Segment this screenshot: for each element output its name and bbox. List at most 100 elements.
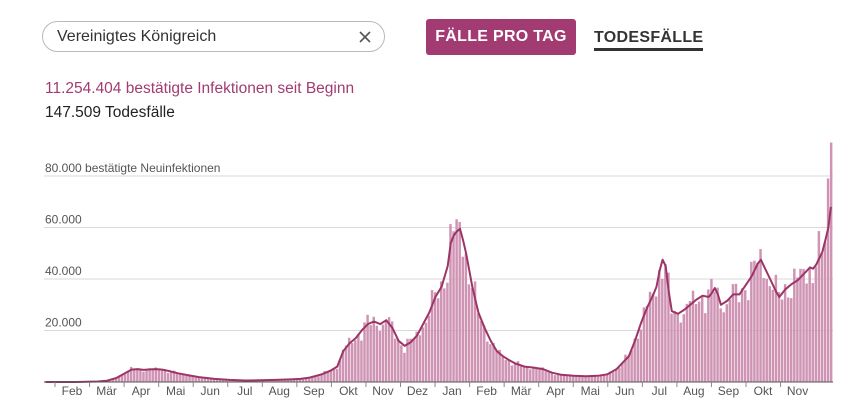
daily-bar — [522, 365, 526, 382]
daily-bar — [467, 284, 471, 382]
daily-bar — [700, 295, 704, 382]
daily-bar — [713, 291, 716, 382]
x-tick-label: Aug — [683, 384, 704, 398]
daily-bar — [670, 313, 673, 382]
daily-bar — [479, 320, 483, 382]
daily-bar — [774, 274, 778, 382]
daily-bar — [814, 266, 818, 382]
daily-bar — [452, 231, 455, 382]
country-search-box[interactable] — [42, 21, 385, 52]
daily-bar — [397, 339, 400, 382]
daily-bar — [369, 325, 372, 382]
daily-bar — [691, 290, 695, 382]
daily-bar — [393, 338, 397, 382]
daily-bar — [123, 374, 127, 382]
country-search-input[interactable] — [57, 22, 357, 51]
daily-bar — [507, 359, 511, 382]
deaths-tab[interactable]: TODESFÄLLE — [594, 29, 704, 51]
daily-bar — [664, 264, 667, 382]
seven-day-average-line — [45, 206, 832, 383]
daily-bar — [215, 378, 219, 382]
daily-bar — [360, 340, 363, 382]
daily-bar — [532, 368, 535, 382]
daily-bar — [185, 376, 188, 382]
daily-bar — [335, 368, 339, 382]
daily-bar — [179, 373, 182, 382]
x-tick-label: Apr — [132, 384, 151, 398]
daily-bar — [169, 371, 173, 382]
daily-bar — [725, 304, 729, 382]
daily-bar — [547, 371, 550, 382]
daily-bar — [197, 376, 200, 382]
daily-bar — [304, 377, 308, 382]
x-tick-label: Apr — [546, 384, 565, 398]
daily-bar — [483, 325, 486, 382]
daily-bar — [630, 350, 633, 382]
x-tick-label: Jan — [442, 384, 461, 398]
daily-bar — [455, 219, 458, 382]
x-tick-label: Dez — [407, 384, 428, 398]
daily-bar — [498, 349, 501, 382]
daily-bar — [151, 368, 154, 382]
daily-bar — [298, 378, 302, 382]
x-tick-label: Mai — [581, 384, 600, 398]
daily-bar — [771, 289, 775, 382]
daily-bar — [412, 338, 415, 382]
daily-bar — [633, 338, 636, 382]
daily-bar — [793, 268, 796, 382]
daily-bar — [654, 296, 658, 382]
daily-bar — [535, 367, 538, 382]
daily-bar — [271, 380, 274, 382]
daily-bar — [529, 369, 532, 382]
daily-bar — [286, 379, 290, 382]
daily-bar — [495, 350, 498, 382]
daily-bar — [347, 337, 351, 382]
daily-bar — [274, 380, 277, 382]
daily-bar — [440, 281, 443, 382]
daily-bar — [421, 327, 425, 382]
daily-bar — [624, 354, 627, 382]
daily-bar — [688, 301, 692, 382]
daily-bar — [817, 231, 821, 382]
daily-bar — [544, 371, 547, 382]
daily-bar — [737, 302, 741, 382]
daily-bar — [433, 292, 437, 382]
daily-bar — [584, 375, 587, 382]
daily-bar — [133, 369, 136, 382]
daily-bar — [372, 316, 375, 382]
daily-bar — [332, 368, 336, 382]
x-tick-label: Feb — [476, 384, 497, 398]
y-tick-label: 20.000 — [45, 316, 82, 330]
daily-bar — [228, 380, 231, 382]
daily-bar — [728, 299, 732, 382]
daily-bar — [590, 375, 593, 382]
daily-bar — [707, 289, 710, 382]
daily-bar — [154, 367, 157, 382]
cases-per-day-tab[interactable]: FÄLLE PRO TAG — [426, 19, 576, 55]
daily-bar — [615, 369, 618, 382]
daily-bar — [516, 361, 520, 382]
daily-bar — [513, 362, 517, 382]
daily-bar — [323, 371, 326, 382]
close-icon[interactable] — [356, 28, 374, 46]
daily-bar — [449, 224, 452, 382]
daily-bar — [145, 370, 148, 382]
daily-bar — [203, 377, 207, 382]
daily-bar — [676, 312, 679, 382]
daily-bar — [722, 312, 725, 382]
daily-bar — [753, 260, 756, 382]
x-tick-label: Jul — [237, 384, 252, 398]
daily-bar — [765, 278, 768, 382]
daily-bar — [823, 242, 827, 382]
daily-bar — [418, 335, 422, 382]
x-tick-label: Okt — [339, 384, 358, 398]
daily-bar — [443, 288, 446, 382]
y-tick-label: 60.000 — [45, 213, 82, 227]
daily-bar — [148, 368, 151, 382]
daily-bar — [651, 293, 655, 382]
daily-bar — [618, 367, 621, 382]
daily-bar — [446, 282, 449, 382]
daily-bar — [710, 278, 713, 382]
daily-bar — [381, 324, 385, 382]
daily-bar — [541, 367, 544, 382]
